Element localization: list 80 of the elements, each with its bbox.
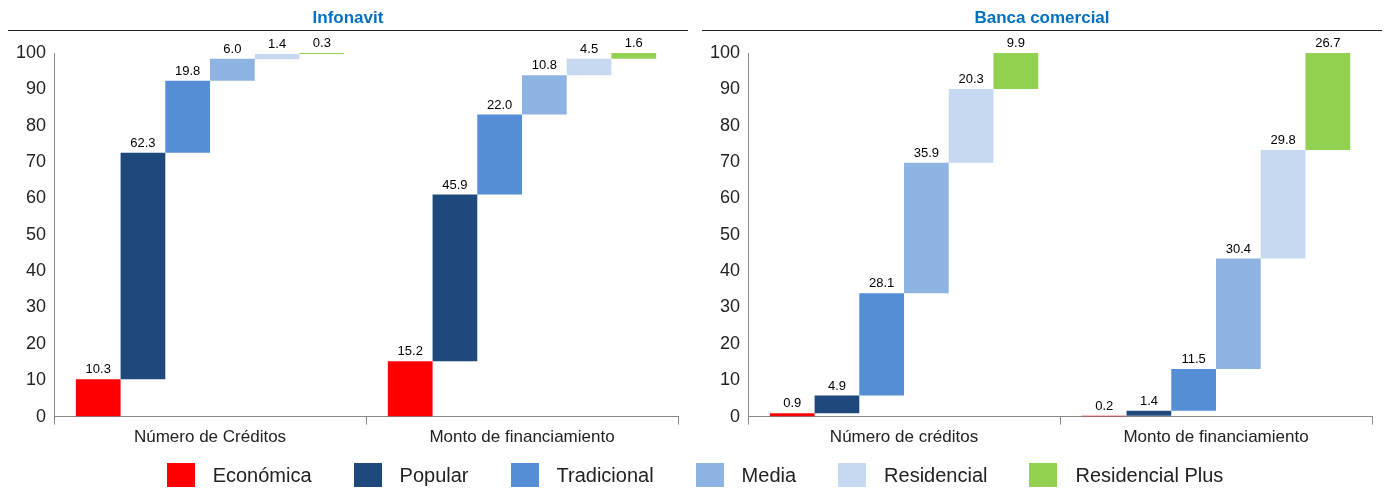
data-label: 1.6 (624, 35, 643, 51)
data-label: 62.3 (130, 134, 156, 150)
bar (769, 413, 815, 417)
x-tick-label: Monto de financiamiento (1123, 427, 1309, 447)
legend-label: Popular (399, 463, 469, 487)
data-label: 0.3 (312, 35, 331, 51)
y-tick-label: 70 (26, 151, 47, 172)
bar (477, 114, 523, 195)
y-tick-label: 80 (720, 114, 741, 135)
data-label: 20.3 (958, 71, 984, 87)
bar (1126, 410, 1172, 416)
legend-label: Tradicional (556, 463, 654, 487)
legend-label: Media (741, 463, 797, 487)
y-tick-label: 60 (26, 187, 47, 208)
bar (566, 58, 612, 76)
data-label: 6.0 (223, 40, 242, 56)
y-tick-label: 90 (720, 78, 741, 99)
data-label: 29.8 (1270, 132, 1296, 148)
y-tick-label: 20 (720, 332, 741, 353)
bar (1305, 53, 1351, 151)
data-label: 9.9 (1006, 35, 1025, 51)
y-tick-label: 0 (36, 405, 47, 426)
bar (75, 379, 121, 417)
data-label: 4.5 (580, 40, 599, 56)
data-label: 19.8 (175, 62, 201, 78)
bar (1216, 258, 1261, 369)
y-tick-label: 80 (26, 114, 47, 135)
data-label: 11.5 (1181, 351, 1206, 367)
bar (1171, 368, 1217, 411)
bar (432, 194, 478, 362)
bar (904, 162, 949, 294)
data-label: 10.3 (85, 361, 111, 377)
y-tick-label: 10 (26, 369, 47, 390)
data-label: 26.7 (1315, 35, 1341, 51)
y-tick-label: 100 (709, 41, 741, 62)
y-tick-label: 0 (730, 405, 741, 426)
y-tick-label: 70 (720, 151, 741, 172)
y-tick-label: 40 (720, 260, 741, 281)
bar (948, 89, 994, 163)
data-label: 0.9 (783, 395, 802, 411)
data-label: 22.0 (486, 96, 513, 112)
legend-label: Residencial (884, 463, 988, 487)
chart-title: Infonavit (8, 8, 688, 31)
data-label: 28.1 (869, 275, 895, 291)
data-label: 0.2 (1095, 397, 1114, 413)
bar (522, 75, 567, 115)
bar (814, 395, 860, 414)
y-tick-label: 100 (15, 41, 47, 62)
y-tick-label: 50 (720, 223, 741, 244)
y-tick-label: 60 (720, 187, 741, 208)
bar (120, 152, 166, 380)
bar (611, 53, 657, 59)
chart-title: Banca comercial (702, 8, 1382, 31)
x-tick-label: Monto de financiamiento (429, 427, 615, 447)
bar (254, 54, 300, 60)
data-label: 10.8 (531, 57, 558, 73)
bar (387, 361, 433, 417)
y-tick-label: 50 (26, 223, 47, 244)
bar (1260, 150, 1306, 259)
data-label: 1.4 (268, 36, 287, 52)
x-tick-label: Número de Créditos (133, 427, 287, 447)
data-label: 15.2 (397, 343, 423, 359)
y-tick-label: 30 (26, 296, 47, 317)
legend-label: Económica (212, 463, 312, 487)
legend-label: Residencial Plus (1075, 463, 1224, 487)
bar (210, 58, 255, 81)
y-tick-label: 30 (720, 296, 741, 317)
data-label: 1.4 (1139, 392, 1158, 408)
x-tick-label: Número de créditos (829, 427, 979, 447)
y-tick-label: 90 (26, 78, 47, 99)
data-label: 35.9 (913, 144, 940, 160)
bar (859, 293, 905, 396)
y-tick-label: 20 (26, 332, 47, 353)
bar (993, 53, 1039, 89)
data-label: 4.9 (827, 377, 846, 393)
data-label: 30.4 (1225, 240, 1252, 256)
data-label: 45.9 (442, 176, 468, 192)
bar (165, 80, 211, 153)
y-tick-label: 40 (26, 260, 47, 281)
y-tick-label: 10 (720, 369, 741, 390)
